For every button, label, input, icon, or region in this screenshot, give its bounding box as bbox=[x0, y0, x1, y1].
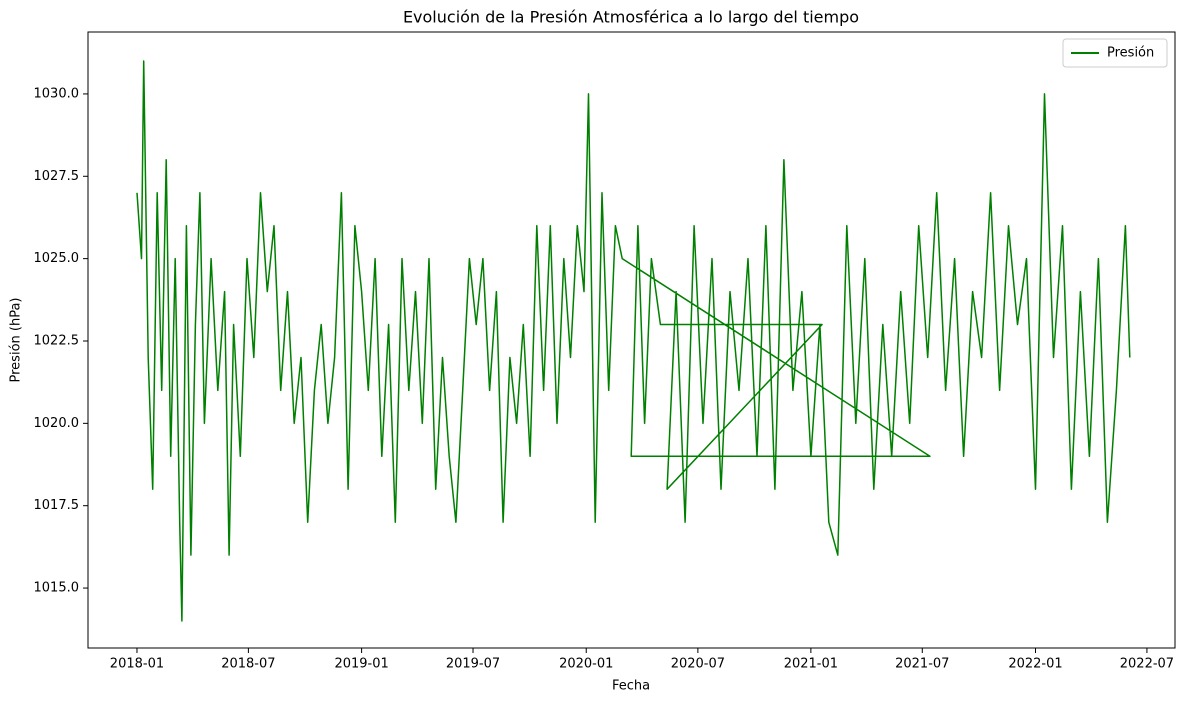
chart-title: Evolución de la Presión Atmosférica a lo… bbox=[403, 8, 859, 27]
y-tick-label: 1030.0 bbox=[34, 86, 80, 101]
x-tick-label: 2018-01 bbox=[110, 657, 164, 672]
x-tick-label: 2022-07 bbox=[1120, 657, 1174, 672]
y-tick-label: 1022.5 bbox=[34, 333, 80, 348]
y-tick-label: 1020.0 bbox=[34, 416, 80, 431]
x-axis-label: Fecha bbox=[612, 679, 650, 694]
y-tick-label: 1015.0 bbox=[34, 581, 80, 596]
legend-label: Presión bbox=[1107, 46, 1154, 61]
plot-frame bbox=[87, 31, 1176, 649]
y-axis-label: Presión (hPa) bbox=[9, 298, 24, 383]
line-series bbox=[136, 60, 1131, 622]
legend-box bbox=[1062, 38, 1168, 68]
x-tick-label: 2022-01 bbox=[1008, 657, 1062, 672]
x-tick-label: 2021-01 bbox=[784, 657, 838, 672]
x-tick-label: 2021-07 bbox=[895, 657, 949, 672]
y-tick-label: 1017.5 bbox=[34, 498, 80, 513]
y-tick-label: 1025.0 bbox=[34, 251, 80, 266]
x-tick-label: 2020-01 bbox=[559, 657, 613, 672]
x-tick-label: 2019-01 bbox=[334, 657, 388, 672]
x-tick-label: 2019-07 bbox=[446, 657, 500, 672]
x-tick-label: 2020-07 bbox=[671, 657, 725, 672]
x-tick-label: 2018-07 bbox=[221, 657, 275, 672]
y-tick-label: 1027.5 bbox=[34, 169, 80, 184]
